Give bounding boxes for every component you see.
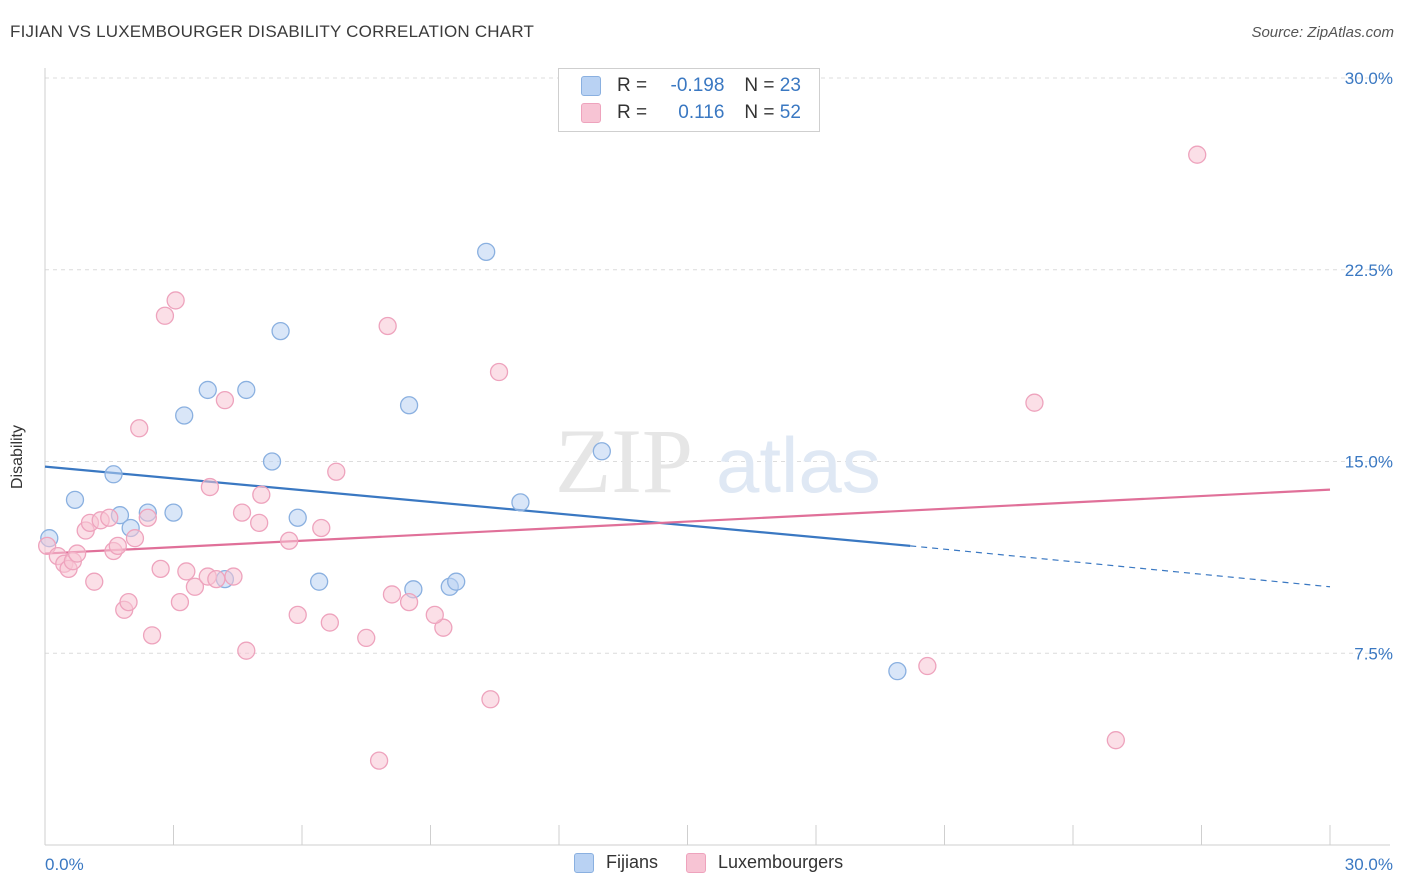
data-points <box>37 145 1207 770</box>
point-luxembourgers-42 <box>399 592 419 612</box>
point-luxembourgers-47 <box>918 656 937 676</box>
trend-line-0 <box>44 465 911 547</box>
r-label: R = <box>617 75 648 96</box>
point-luxembourgers-40 <box>369 751 389 770</box>
point-luxembourgers-51 <box>382 585 402 604</box>
point-luxembourgers-39 <box>357 628 376 648</box>
point-luxembourgers-50 <box>1188 145 1207 164</box>
legend-item-fijians: Fijians <box>574 852 658 873</box>
point-luxembourgers-5 <box>67 544 87 563</box>
point-luxembourgers-10 <box>100 508 119 527</box>
point-fijians-14 <box>309 572 329 591</box>
point-luxembourgers-46 <box>481 690 500 709</box>
n-label: N = <box>744 102 775 123</box>
gridlines <box>45 77 1390 654</box>
point-fijians-12 <box>271 321 290 341</box>
point-luxembourgers-38 <box>327 462 346 481</box>
point-luxembourgers-37 <box>320 613 339 632</box>
point-luxembourgers-30 <box>232 503 252 522</box>
point-luxembourgers-33 <box>252 485 271 504</box>
point-luxembourgers-16 <box>130 419 149 438</box>
point-luxembourgers-12 <box>108 536 127 556</box>
point-luxembourgers-35 <box>288 605 307 625</box>
point-luxembourgers-27 <box>207 569 226 589</box>
point-fijians-13 <box>288 508 307 527</box>
fijians-legend-swatch <box>574 852 594 873</box>
point-luxembourgers-28 <box>215 390 235 410</box>
point-luxembourgers-29 <box>224 567 243 586</box>
fijians-r-value: -0.198 <box>670 75 725 96</box>
fijians-legend-label: Fijians <box>606 852 659 872</box>
point-luxembourgers-22 <box>170 592 190 612</box>
point-luxembourgers-45 <box>489 362 509 382</box>
trend-lines <box>44 465 1331 588</box>
point-luxembourgers-14 <box>119 592 138 612</box>
point-luxembourgers-48 <box>1025 393 1044 412</box>
watermark: ZIP atlas <box>555 410 881 512</box>
point-fijians-2 <box>104 465 123 484</box>
point-fijians-15 <box>399 396 419 415</box>
point-luxembourgers-19 <box>151 559 170 579</box>
x-tick-label-min: 0.0% <box>45 855 84 874</box>
luxembourgers-legend-label: Luxembourgers <box>718 852 844 872</box>
point-luxembourgers-17 <box>138 508 157 527</box>
x-tick-label-max: 30.0% <box>1345 855 1393 874</box>
y-tick-label-1: 15.0% <box>1345 453 1393 472</box>
legend-row-fijians: R = -0.198 N = 23 <box>581 74 801 98</box>
point-fijians-19 <box>477 242 496 262</box>
y-tick-label-3: 30.0% <box>1345 69 1393 88</box>
luxembourgers-r-value: 0.116 <box>678 102 725 123</box>
point-fijians-22 <box>888 661 907 681</box>
point-fijians-10 <box>237 380 256 400</box>
point-luxembourgers-36 <box>312 518 331 538</box>
point-luxembourgers-34 <box>279 531 299 550</box>
point-fijians-1 <box>65 490 85 510</box>
legend-row-luxembourgers: R = 0.116 N = 52 <box>581 101 801 125</box>
point-luxembourgers-44 <box>425 605 444 625</box>
point-fijians-20 <box>511 493 530 512</box>
trend-extension-0 <box>910 545 1331 588</box>
point-fijians-21 <box>592 442 611 461</box>
point-luxembourgers-8 <box>85 572 104 591</box>
legend-item-luxembourgers: Luxembourgers <box>686 852 843 873</box>
point-fijians-8 <box>198 380 217 400</box>
point-luxembourgers-32 <box>250 513 269 533</box>
point-fijians-6 <box>164 503 183 522</box>
axes <box>44 68 1390 846</box>
fijians-swatch <box>581 76 601 96</box>
point-luxembourgers-20 <box>155 306 175 325</box>
trend-line-1 <box>44 488 1331 555</box>
point-luxembourgers-23 <box>177 562 196 581</box>
r-label: R = <box>617 102 648 123</box>
point-luxembourgers-43 <box>434 618 453 637</box>
watermark-atlas: atlas <box>716 421 881 509</box>
point-luxembourgers-41 <box>378 316 397 336</box>
fijians-n-value: 23 <box>779 75 801 96</box>
luxembourgers-n-value: 52 <box>779 102 801 123</box>
stats-legend: R = -0.198 N = 23 R = 0.116 N = 52 <box>558 68 820 132</box>
series-legend: Fijians Luxembourgers <box>574 852 871 873</box>
point-luxembourgers-26 <box>200 477 220 497</box>
chart-title: FIJIAN VS LUXEMBOURGER DISABILITY CORREL… <box>10 22 535 41</box>
point-luxembourgers-31 <box>237 641 256 660</box>
point-fijians-18 <box>447 572 466 591</box>
y-tick-label-0: 7.5% <box>1354 644 1393 663</box>
y-tick-label-2: 22.5% <box>1345 261 1393 280</box>
point-luxembourgers-24 <box>185 577 205 596</box>
point-fijians-11 <box>262 452 282 471</box>
watermark-zip: ZIP <box>555 410 693 512</box>
point-luxembourgers-21 <box>166 291 185 310</box>
luxembourgers-swatch <box>581 103 601 123</box>
point-luxembourgers-18 <box>142 626 162 645</box>
tick-labels: 7.5% 15.0% 22.5% 30.0% 0.0% 30.0% <box>45 69 1393 874</box>
point-fijians-7 <box>175 406 194 425</box>
point-luxembourgers-49 <box>1106 731 1125 750</box>
luxembourgers-legend-swatch <box>686 852 707 873</box>
n-label: N = <box>744 75 775 96</box>
point-luxembourgers-15 <box>125 529 145 548</box>
chart-source: Source: ZipAtlas.com <box>1251 24 1394 41</box>
